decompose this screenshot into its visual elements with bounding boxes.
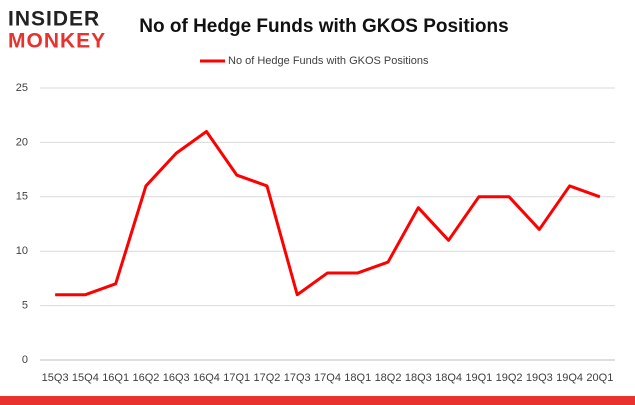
x-tick-label: 16Q2 [132,372,159,384]
x-tick-label: 18Q2 [375,372,402,384]
y-tick-label: 10 [16,245,28,257]
y-tick-label: 25 [16,82,28,94]
y-tick-label: 0 [22,354,28,366]
x-tick-label: 17Q3 [284,372,311,384]
x-tick-label: 18Q1 [344,372,371,384]
y-tick-label: 20 [16,136,28,148]
x-tick-label: 15Q3 [42,372,69,384]
x-tick-label: 18Q4 [435,372,462,384]
y-tick-label: 15 [16,191,28,203]
x-tick-label: 18Q3 [405,372,432,384]
x-tick-label: 19Q4 [556,372,583,384]
x-tick-label: 16Q3 [163,372,190,384]
x-tick-label: 16Q1 [102,372,129,384]
data-line [55,130,601,297]
logo-top: INSIDER [8,8,100,31]
x-tick-label: 15Q4 [72,372,99,384]
x-tick-label: 19Q2 [496,372,523,384]
x-tick-label: 20Q1 [586,372,613,384]
chart-title: No of Hedge Funds with GKOS Positions [139,16,508,37]
x-tick-label: 17Q2 [254,372,281,384]
legend-label: No of Hedge Funds with GKOS Positions [228,55,429,67]
x-tick-label: 19Q3 [526,372,553,384]
logo-bottom: MONKEY [8,30,106,53]
y-tick-label: 5 [22,300,28,312]
x-tick-label: 17Q4 [314,372,341,384]
x-tick-label: 19Q1 [465,372,492,384]
x-tick-label: 17Q1 [223,372,250,384]
bottom-bar [0,396,635,405]
x-tick-label: 16Q4 [193,372,220,384]
